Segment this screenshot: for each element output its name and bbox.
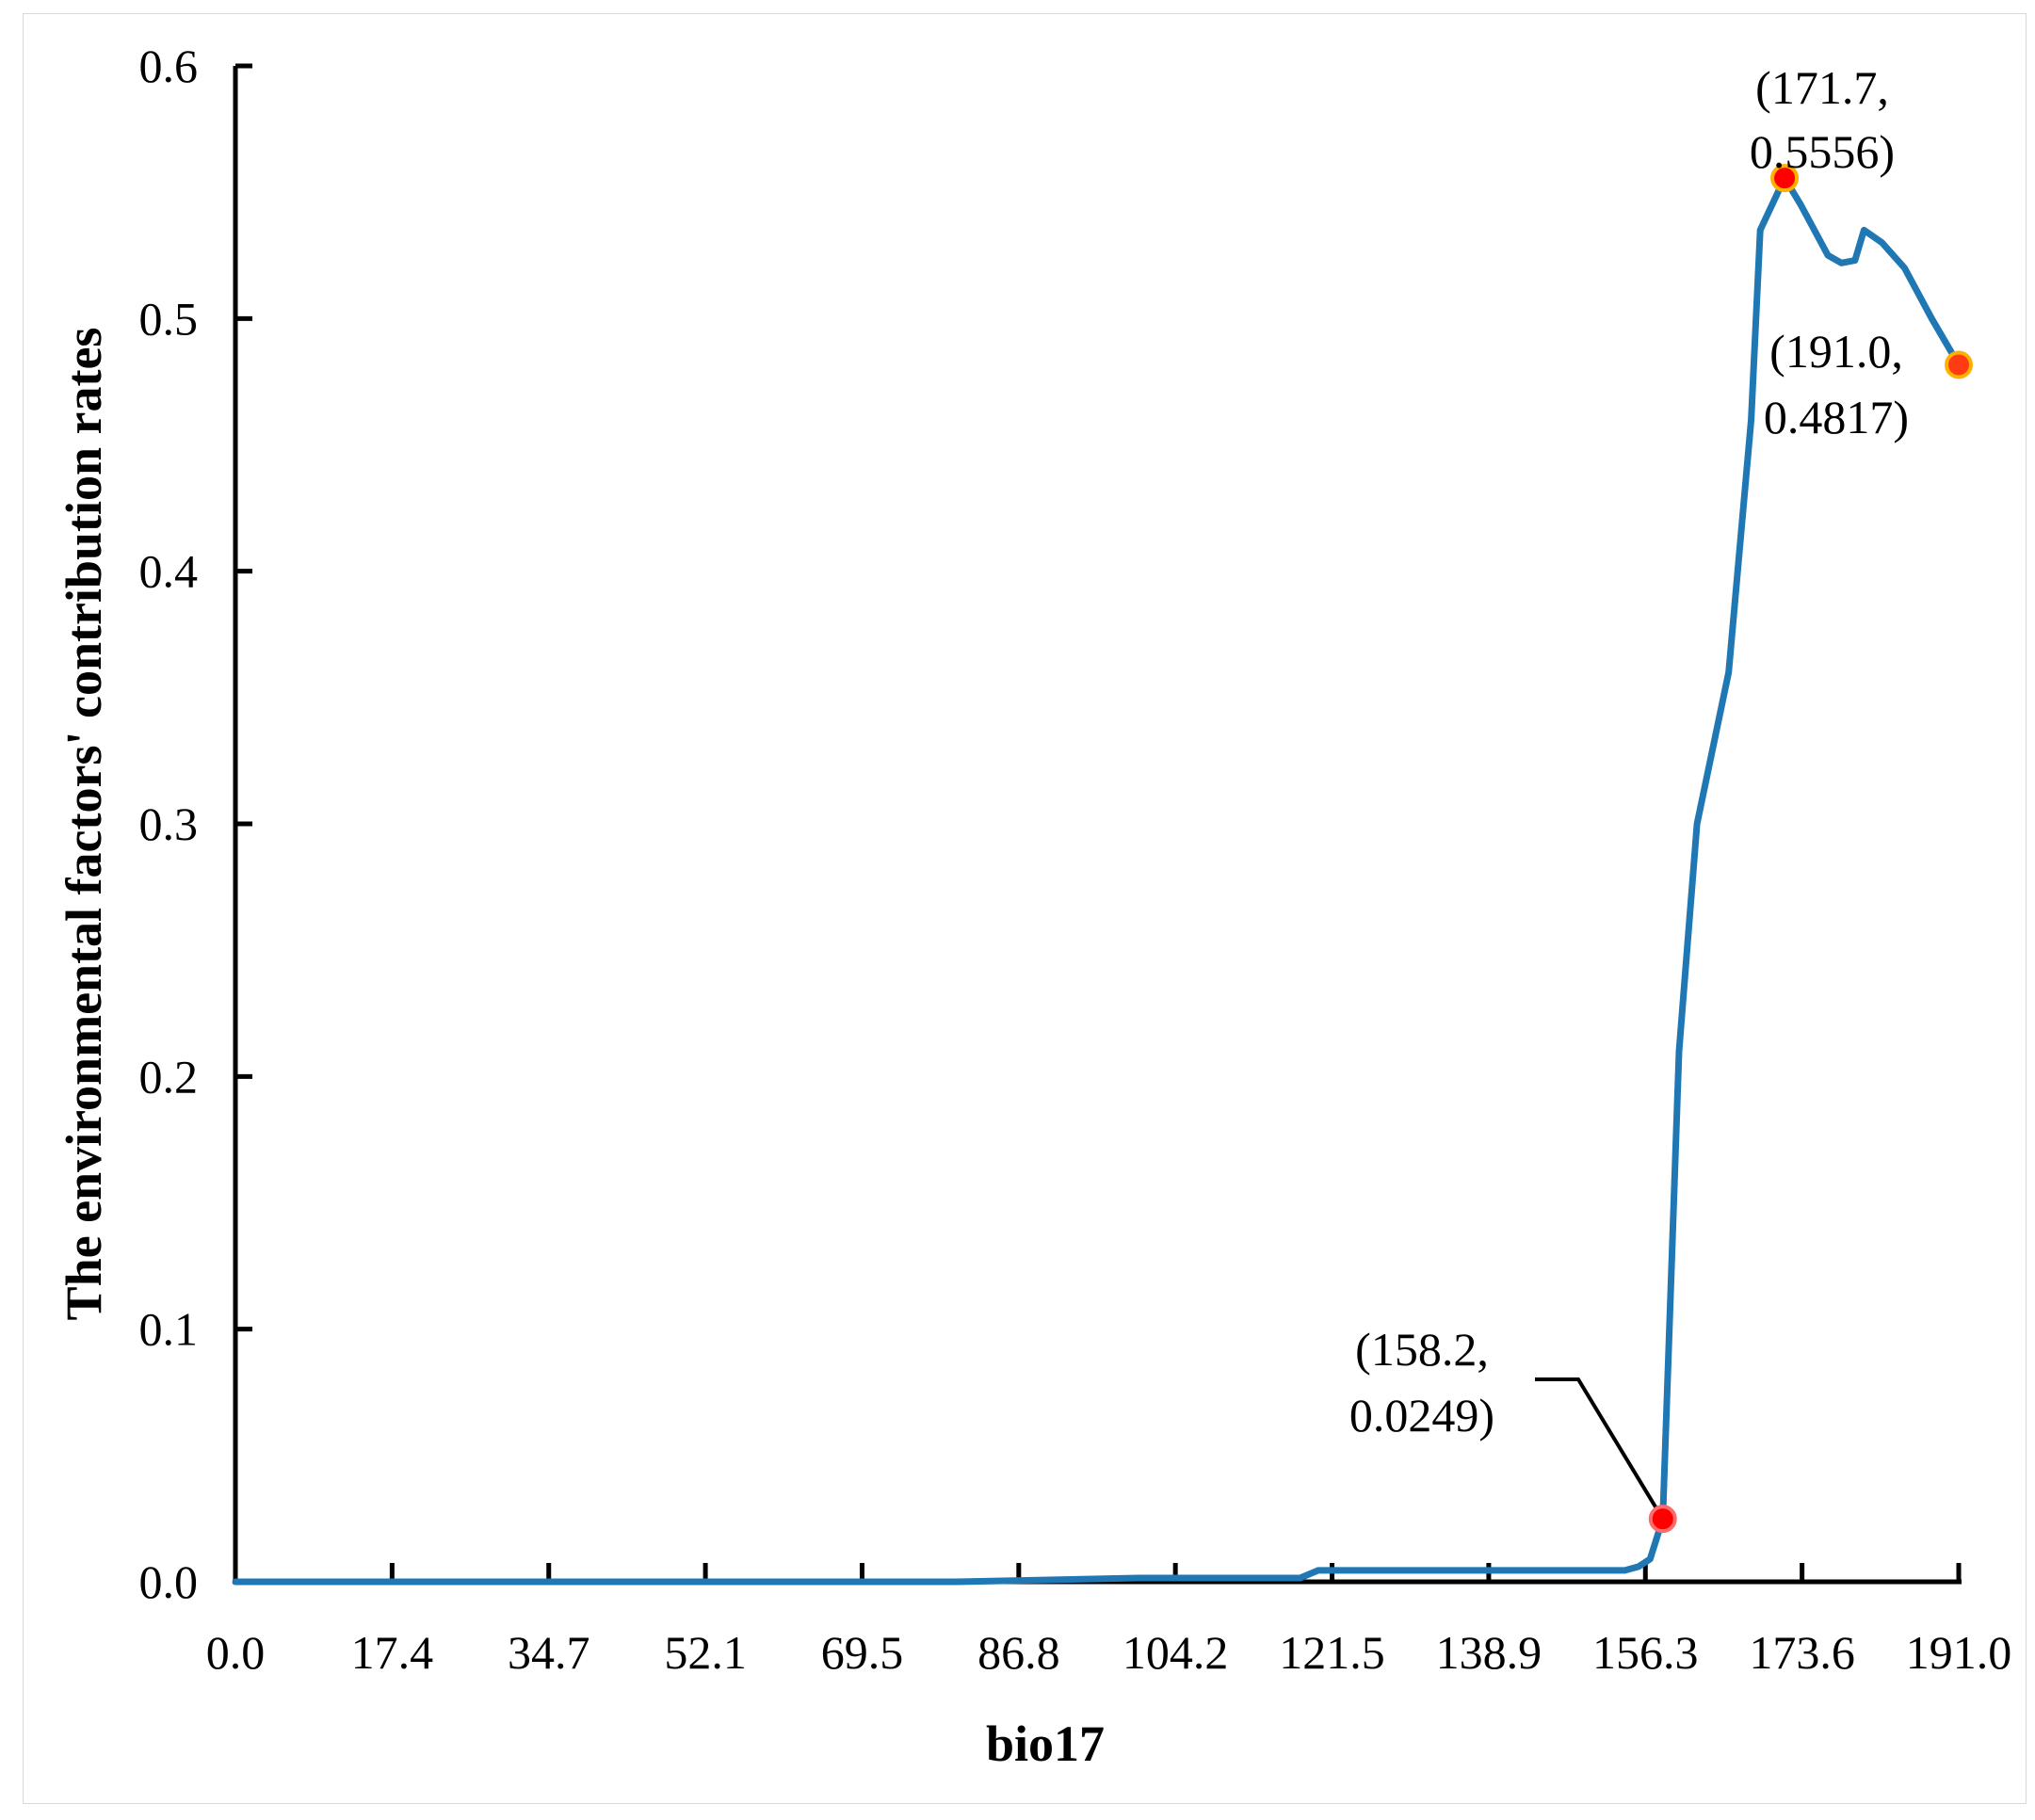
annotation-label-line1: (158.2, xyxy=(1355,1323,1489,1376)
y-tick-label: 0.5 xyxy=(139,292,199,345)
annotation-layer: (158.2, 0.0249) (171.7, 0.5556) (191.0, 0.481… xyxy=(1349,61,1973,1534)
y-ticks: 0.0 0.1 0.2 0.3 0.4 0.5 0.6 xyxy=(139,40,252,1608)
x-tick-label: 34.7 xyxy=(508,1626,590,1679)
x-ticks: 0.0 17.4 34.7 52.1 69.5 86.8 104.2 121.5 138.9 15… xyxy=(206,1563,2012,1679)
annotation-label-line2: 0.0249) xyxy=(1349,1389,1494,1442)
y-tick-label: 0.0 xyxy=(139,1555,199,1608)
x-tick-label: 52.1 xyxy=(664,1626,747,1679)
x-tick-label: 191.0 xyxy=(1906,1626,2012,1679)
annotation-label-line1: (171.7, xyxy=(1755,61,1889,114)
y-axis-title: The environmental factors' contribution … xyxy=(56,328,112,1321)
x-tick-label: 0.0 xyxy=(206,1626,266,1679)
y-tick-label: 0.4 xyxy=(139,545,199,598)
x-tick-label: 17.4 xyxy=(351,1626,434,1679)
x-axis-title: bio17 xyxy=(986,1715,1105,1772)
x-tick-label: 121.5 xyxy=(1279,1626,1385,1679)
x-tick-label: 138.9 xyxy=(1436,1626,1542,1679)
y-tick-label: 0.3 xyxy=(139,797,199,850)
x-tick-label: 86.8 xyxy=(977,1626,1060,1679)
series-layer xyxy=(232,174,1962,1586)
x-tick-label: 156.3 xyxy=(1592,1626,1699,1679)
y-tick-label: 0.2 xyxy=(139,1050,199,1103)
annotation-label-line2: 0.4817) xyxy=(1764,391,1909,443)
highlight-point-marker xyxy=(1770,164,1800,193)
highlight-point-marker xyxy=(1648,1505,1677,1534)
x-tick-label: 104.2 xyxy=(1122,1626,1229,1679)
x-tick-label: 69.5 xyxy=(821,1626,904,1679)
series-line xyxy=(232,174,1962,1586)
annotation-leader-line xyxy=(1535,1377,1665,1521)
x-tick-label: 173.6 xyxy=(1749,1626,1855,1679)
y-tick-label: 0.6 xyxy=(139,40,199,92)
annotation-label-line1: (191.0, xyxy=(1769,325,1903,378)
y-tick-label: 0.1 xyxy=(139,1303,199,1356)
annotation-label-line2: 0.5556) xyxy=(1750,125,1895,178)
highlight-point-marker xyxy=(1945,350,1973,379)
